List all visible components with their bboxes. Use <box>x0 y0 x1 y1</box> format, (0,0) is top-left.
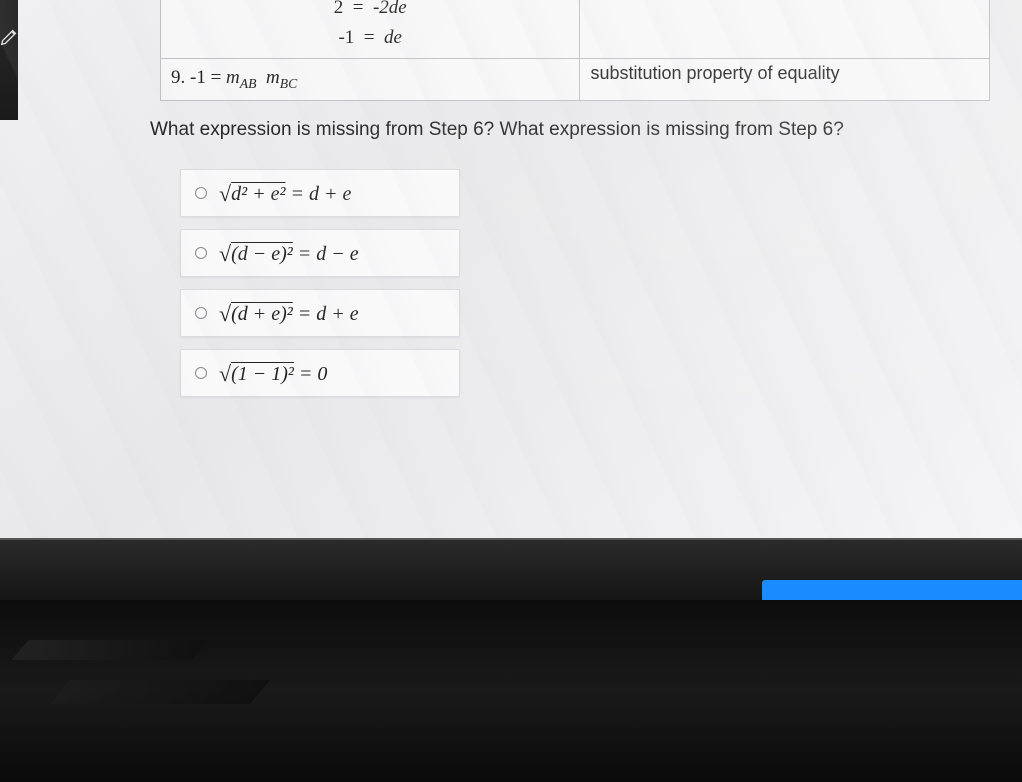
option-d-math: √(1 − 1)² = 0 <box>219 360 327 386</box>
question-text: What expression is missing from Step 6? … <box>150 119 1022 141</box>
radio-icon <box>195 307 207 319</box>
step9-sub1: AB <box>240 76 257 91</box>
proof-table: 8. 2 = -2de -1 = de s <box>160 0 990 101</box>
radio-icon <box>195 247 207 259</box>
step9-sub2: BC <box>280 76 297 91</box>
option-a-math: √d² + e² = d + e <box>219 180 351 206</box>
radio-icon <box>195 367 207 379</box>
step8-equations: 2 = -2de -1 = de <box>171 0 569 54</box>
step8-l2-rhs: de <box>384 27 402 48</box>
option-b-math: √(d − e)² = d − e <box>219 240 359 266</box>
step8-l1-lhs: 2 <box>334 0 344 18</box>
step9-prefix: 9. -1 = <box>171 67 226 88</box>
step9-m1: m <box>226 67 240 88</box>
table-row-step8: 8. 2 = -2de -1 = de s <box>161 0 990 58</box>
radio-icon <box>195 187 207 199</box>
screen-area: 8. 2 = -2de -1 = de s <box>0 0 1022 540</box>
step8-l1-rhs: -2de <box>373 0 407 18</box>
step8-reason: simplify <box>580 0 990 58</box>
option-c[interactable]: √(d + e)² = d + e <box>180 289 460 337</box>
submit-button[interactable] <box>762 580 1022 602</box>
step9-m2: m <box>266 67 280 88</box>
pencil-icon[interactable] <box>0 26 20 48</box>
table-row-step9: 9. -1 = mAB mBC substitution property of… <box>161 58 990 100</box>
step8-l1-eq: = <box>353 0 364 18</box>
option-c-math: √(d + e)² = d + e <box>219 300 359 326</box>
option-a[interactable]: √d² + e² = d + e <box>180 169 460 217</box>
step8-l2-lhs: -1 <box>338 27 354 48</box>
options-group: √d² + e² = d + e √(d − e)² = d − e √(d +… <box>180 169 1022 397</box>
option-d[interactable]: √(1 − 1)² = 0 <box>180 349 460 397</box>
step9-reason: substitution property of equality <box>580 58 990 100</box>
left-toolbar-sliver <box>0 0 18 120</box>
content-area: 8. 2 = -2de -1 = de s <box>160 0 1022 397</box>
option-b[interactable]: √(d − e)² = d − e <box>180 229 460 277</box>
step8-l2-eq: = <box>364 27 375 48</box>
laptop-deck <box>0 600 1022 782</box>
